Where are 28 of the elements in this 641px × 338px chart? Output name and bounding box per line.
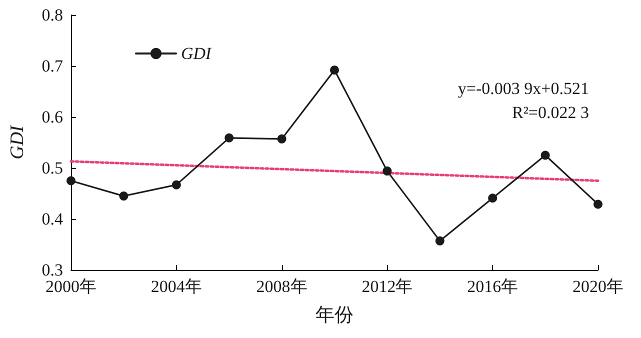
x-tick-label: 2000年: [46, 277, 96, 296]
x-tick-label: 2020年: [572, 277, 624, 296]
y-tick-label: 0.8: [42, 6, 63, 24]
point: [224, 133, 234, 142]
point: [382, 166, 392, 176]
point: [488, 194, 498, 203]
point: [66, 176, 76, 186]
y-tick-label: 0.5: [42, 158, 63, 178]
point: [277, 134, 286, 144]
x-tick-label: 2008年: [256, 277, 308, 296]
y-axis-title: GDI: [7, 124, 28, 160]
point: [330, 66, 339, 75]
point: [119, 192, 128, 201]
point: [540, 150, 550, 160]
y-tick-label: 0.4: [42, 210, 64, 228]
point: [435, 236, 444, 246]
x-tick-label: 2016年: [467, 277, 518, 296]
legend-label: GDI: [181, 44, 213, 63]
point: [594, 200, 602, 209]
annotation: R²=0.022 3: [512, 103, 590, 122]
x-tick-label: 2004年: [150, 277, 202, 296]
x-tick-label: 2012年: [362, 277, 413, 296]
y-tick-label: 0.6: [42, 108, 63, 126]
point: [172, 180, 181, 190]
annotation: y=-0.003 9x+0.521: [458, 79, 590, 98]
x-axis-title: 年份: [316, 305, 354, 326]
y-tick-label: 0.7: [42, 56, 64, 76]
y-tick-label: 0.3: [42, 260, 63, 280]
